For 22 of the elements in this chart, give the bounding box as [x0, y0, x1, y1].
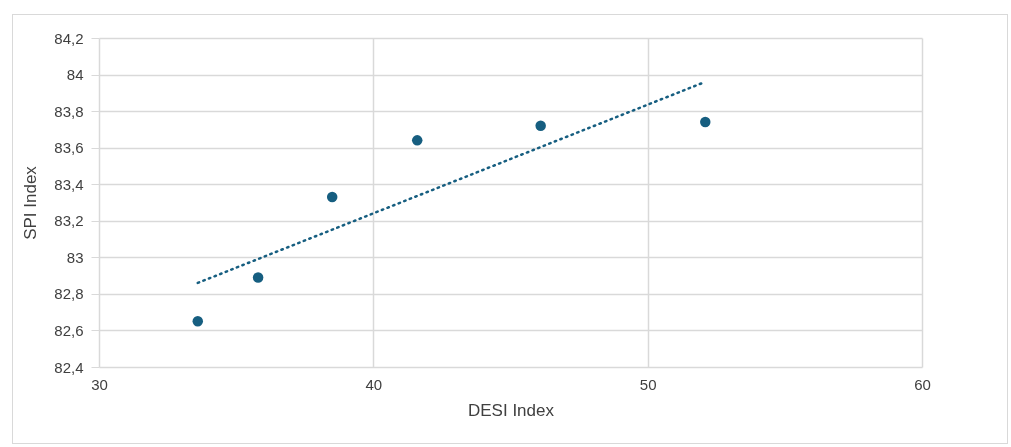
- point: [700, 116, 711, 128]
- y-axis-title: SPI Index: [21, 165, 41, 240]
- point: [192, 316, 203, 327]
- point: [535, 120, 546, 131]
- x-tick-label: 30: [91, 375, 108, 393]
- y-tick-label: 83,6: [54, 139, 84, 157]
- y-tick-label: 84,2: [54, 29, 84, 47]
- point: [326, 191, 338, 203]
- point: [411, 135, 423, 146]
- y-tick-label: 83,2: [54, 212, 84, 230]
- y-tick-label: 83,4: [54, 175, 84, 193]
- x-tick-label: 40: [365, 375, 383, 393]
- x-axis-title: DESI Index: [468, 400, 555, 420]
- y-tick-label: 83: [66, 248, 84, 266]
- y-tick-label: 83,8: [54, 102, 84, 120]
- x-tick-label: 60: [914, 375, 931, 393]
- point: [252, 272, 264, 283]
- y-tick-label: 82,8: [54, 285, 84, 303]
- y-tick-label: 84: [66, 66, 84, 84]
- y-tick-label: 82,4: [54, 358, 84, 376]
- x-tick-label: 50: [639, 375, 657, 393]
- y-tick-label: 82,6: [54, 321, 84, 339]
